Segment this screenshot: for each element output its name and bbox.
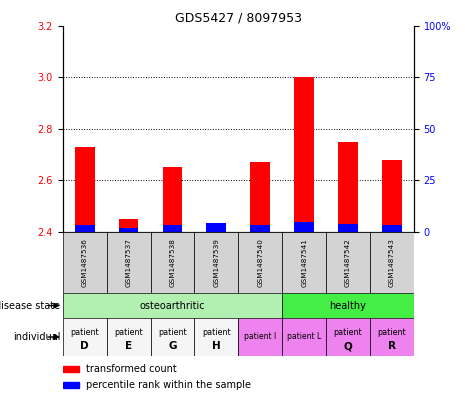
Text: R: R (388, 342, 396, 351)
Bar (282, 293, 414, 318)
Bar (294, 222, 314, 232)
Text: patient: patient (158, 328, 187, 337)
FancyBboxPatch shape (194, 232, 239, 293)
Text: Q: Q (344, 342, 352, 351)
FancyBboxPatch shape (282, 232, 326, 293)
Text: GSM1487543: GSM1487543 (389, 238, 395, 287)
FancyBboxPatch shape (370, 232, 414, 293)
Text: individual: individual (13, 332, 60, 342)
Text: transformed count: transformed count (86, 364, 176, 374)
Text: H: H (212, 342, 221, 351)
Bar (163, 167, 182, 232)
Text: patient: patient (70, 328, 99, 337)
Bar (163, 226, 182, 232)
Text: GSM1487538: GSM1487538 (169, 238, 175, 287)
Text: percentile rank within the sample: percentile rank within the sample (86, 380, 251, 390)
Bar (75, 147, 94, 232)
Text: disease state: disease state (0, 301, 60, 310)
Bar (206, 223, 226, 232)
Bar (382, 226, 402, 232)
Text: D: D (80, 342, 89, 351)
Title: GDS5427 / 8097953: GDS5427 / 8097953 (175, 11, 302, 24)
Text: GSM1487536: GSM1487536 (82, 238, 88, 287)
Text: GSM1487539: GSM1487539 (213, 238, 219, 287)
FancyBboxPatch shape (106, 232, 151, 293)
Bar (151, 318, 194, 356)
Text: patient: patient (378, 328, 406, 337)
Bar (382, 160, 402, 232)
Text: E: E (125, 342, 132, 351)
FancyBboxPatch shape (326, 232, 370, 293)
Text: GSM1487537: GSM1487537 (126, 238, 132, 287)
Text: patient I: patient I (244, 332, 276, 342)
Bar (106, 318, 151, 356)
Bar (63, 293, 282, 318)
Bar (239, 318, 282, 356)
Text: patient: patient (202, 328, 231, 337)
Bar (63, 382, 79, 387)
Bar (63, 365, 79, 372)
Bar (119, 219, 139, 232)
FancyBboxPatch shape (63, 232, 106, 293)
Text: patient: patient (114, 328, 143, 337)
Bar (338, 141, 358, 232)
Text: G: G (168, 342, 177, 351)
Bar (370, 318, 414, 356)
Bar (63, 318, 106, 356)
Text: healthy: healthy (330, 301, 366, 310)
Bar (282, 318, 326, 356)
FancyBboxPatch shape (239, 232, 282, 293)
Bar (326, 318, 370, 356)
Text: GSM1487542: GSM1487542 (345, 238, 351, 287)
Text: osteoarthritic: osteoarthritic (140, 301, 206, 310)
Text: GSM1487540: GSM1487540 (257, 238, 263, 287)
Bar (194, 318, 238, 356)
Bar (75, 226, 94, 232)
Bar (294, 77, 314, 232)
Bar (250, 226, 270, 232)
Text: patient: patient (334, 328, 362, 337)
Text: GSM1487541: GSM1487541 (301, 238, 307, 287)
Bar (338, 224, 358, 232)
Bar (250, 162, 270, 232)
FancyBboxPatch shape (151, 232, 194, 293)
Text: patient L: patient L (287, 332, 321, 342)
Bar (119, 228, 139, 232)
